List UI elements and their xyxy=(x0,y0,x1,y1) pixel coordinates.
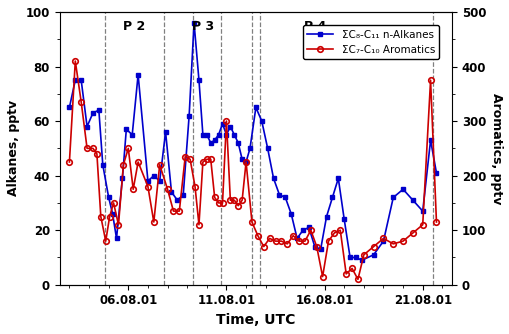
ΣC₈-C₁₁ n-Alkanes xyxy=(66,106,72,110)
ΣC₇-C₁₀ Aromatics xyxy=(66,160,72,164)
ΣC₈-C₁₁ n-Alkanes xyxy=(358,258,364,262)
ΣC₈-C₁₁ n-Alkanes xyxy=(281,195,288,199)
ΣC₈-C₁₁ n-Alkanes xyxy=(276,193,282,197)
Line: ΣC₈-C₁₁ n-Alkanes: ΣC₈-C₁₁ n-Alkanes xyxy=(67,20,438,263)
ΣC₇-C₁₀ Aromatics xyxy=(354,277,360,281)
ΣC₇-C₁₀ Aromatics xyxy=(419,223,425,227)
Legend: ΣC₈-C₁₁ n-Alkanes, ΣC₇-C₁₀ Aromatics: ΣC₈-C₁₁ n-Alkanes, ΣC₇-C₁₀ Aromatics xyxy=(302,25,438,59)
ΣC₇-C₁₀ Aromatics xyxy=(235,204,241,208)
ΣC₇-C₁₀ Aromatics xyxy=(370,244,376,248)
ΣC₈-C₁₁ n-Alkanes xyxy=(433,171,439,175)
ΣC₇-C₁₀ Aromatics xyxy=(151,220,157,224)
Text: P 3: P 3 xyxy=(191,20,214,33)
Y-axis label: Alkanes, pptv: Alkanes, pptv xyxy=(7,100,20,196)
ΣC₈-C₁₁ n-Alkanes xyxy=(231,133,237,137)
ΣC₈-C₁₁ n-Alkanes xyxy=(190,21,196,25)
ΣC₇-C₁₀ Aromatics xyxy=(433,220,439,224)
ΣC₇-C₁₀ Aromatics xyxy=(211,195,217,199)
ΣC₈-C₁₁ n-Alkanes xyxy=(211,138,217,142)
Y-axis label: Aromatics, pptv: Aromatics, pptv xyxy=(489,93,502,204)
ΣC₇-C₁₀ Aromatics xyxy=(72,59,78,63)
ΣC₈-C₁₁ n-Alkanes xyxy=(109,212,116,216)
X-axis label: Time, UTC: Time, UTC xyxy=(216,313,295,327)
ΣC₈-C₁₁ n-Alkanes xyxy=(246,146,252,150)
Line: ΣC₇-C₁₀ Aromatics: ΣC₇-C₁₀ Aromatics xyxy=(67,58,438,282)
ΣC₇-C₁₀ Aromatics xyxy=(176,209,182,213)
Text: P 2: P 2 xyxy=(123,20,145,33)
Text: P 4: P 4 xyxy=(303,20,325,33)
